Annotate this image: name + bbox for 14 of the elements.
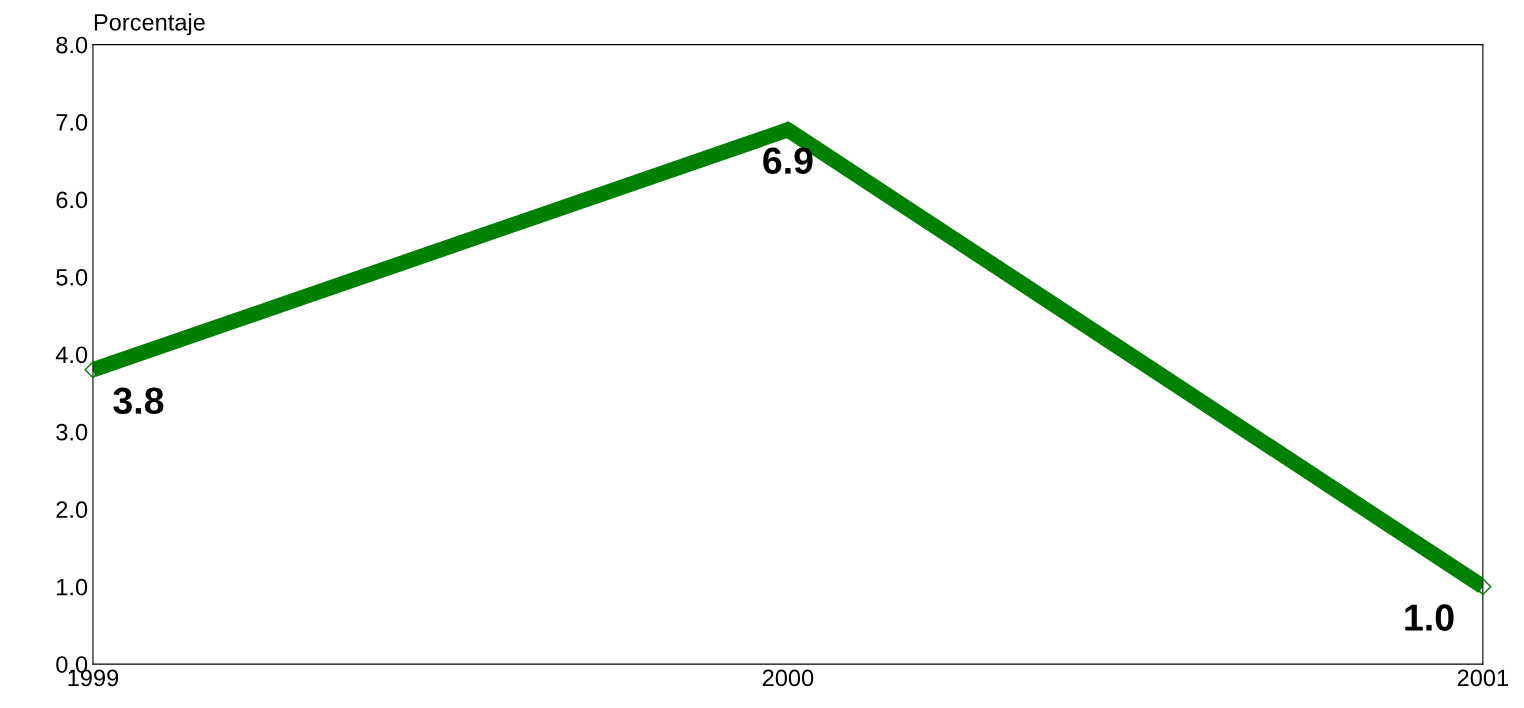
y-axis-title: Porcentaje	[94, 13, 205, 36]
y-tick-label: 5.0	[56, 268, 88, 286]
y-tick-label: 4.0	[55, 346, 88, 364]
data-label: 1.0	[1405, 604, 1454, 631]
y-tick-label: 6.0	[56, 191, 88, 209]
y-tick-label: 8.0	[56, 36, 88, 54]
y-tick-label: 2.0	[56, 501, 88, 519]
y-tick-label: 1.0	[57, 578, 88, 596]
data-label: 3.8	[113, 387, 164, 415]
x-tick-label: 2001	[1457, 669, 1508, 687]
data-label: 6.9	[763, 147, 813, 174]
y-tick-label: 7.0	[56, 114, 88, 131]
y-tick-label: 3.0	[56, 423, 88, 441]
x-tick-label: 2000	[762, 669, 814, 687]
